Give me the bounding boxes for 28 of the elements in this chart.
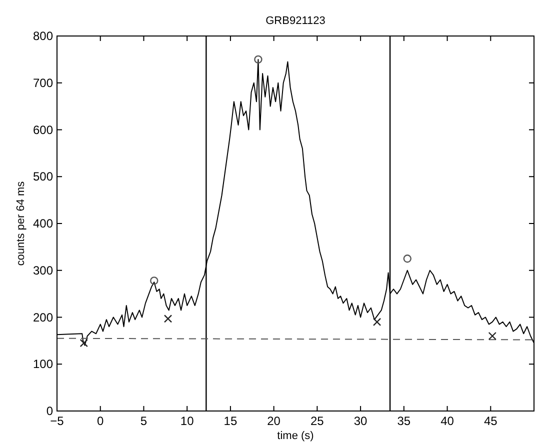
x-tick-label: 25 <box>310 414 324 428</box>
x-tick-label: 10 <box>180 414 194 428</box>
x-tick-label: 35 <box>397 414 411 428</box>
x-tick-label: 30 <box>354 414 368 428</box>
point <box>80 338 88 348</box>
y-tick-label: 300 <box>32 263 54 278</box>
y-tick-label: 600 <box>32 122 54 137</box>
x-tick-label: 45 <box>484 414 498 428</box>
y-tick-label: 800 <box>32 29 54 43</box>
x-tick-label: 20 <box>267 414 281 428</box>
point <box>254 55 262 64</box>
y-tick-label: 400 <box>32 216 54 230</box>
point <box>164 314 172 323</box>
x-axis-title: time (s) <box>277 430 314 442</box>
y-tick-label: 200 <box>32 310 54 324</box>
point <box>488 332 496 340</box>
point <box>403 254 412 263</box>
chart-title: GRB921123 <box>266 15 326 27</box>
x-tick-label: 15 <box>224 414 238 428</box>
x-tick-label: 40 <box>440 414 454 428</box>
x-tick-label: 0 <box>97 414 104 428</box>
y-tick-label: 500 <box>32 170 54 184</box>
y-tick-label: 700 <box>32 76 54 90</box>
point <box>150 276 158 285</box>
x-tick-label: 5 <box>140 414 148 428</box>
y-axis-title: counts per 64 ms <box>15 180 27 266</box>
y-tick-label: 100 <box>32 357 54 372</box>
point <box>372 318 382 326</box>
